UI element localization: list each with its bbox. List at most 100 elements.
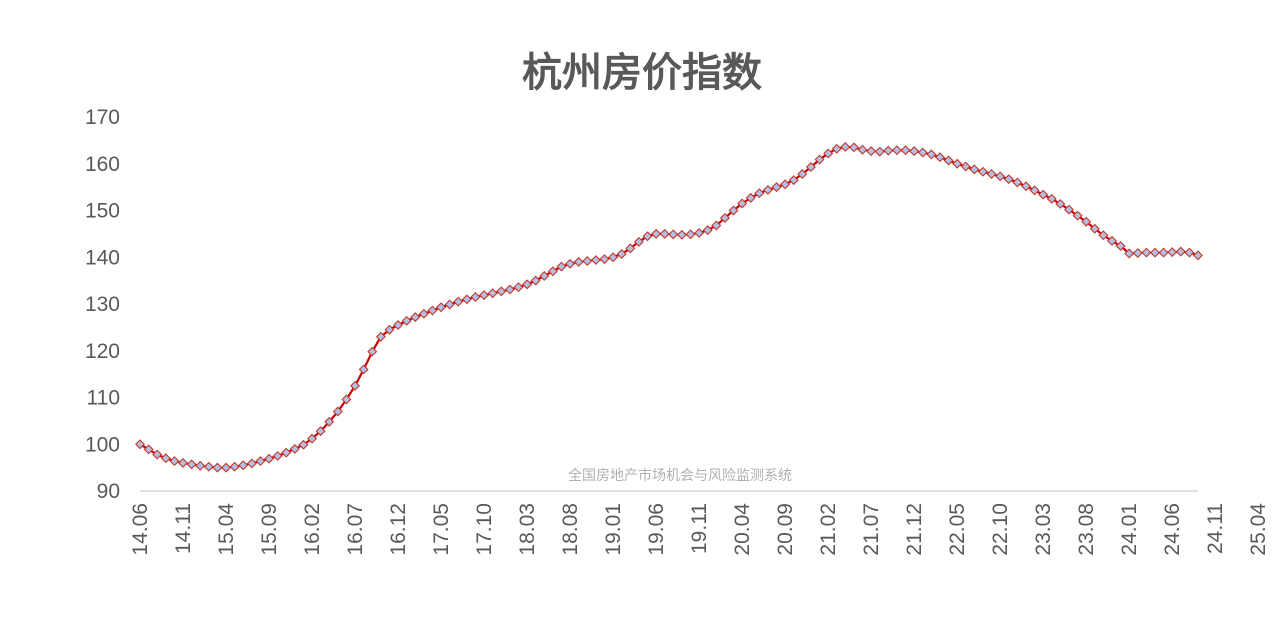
data-point (616, 248, 627, 259)
data-point (883, 145, 894, 156)
data-point (1167, 247, 1178, 258)
data-point (272, 450, 283, 461)
data-point (350, 380, 361, 391)
data-point (1020, 181, 1031, 192)
data-point (771, 182, 782, 193)
data-point (1055, 198, 1066, 209)
data-point (307, 433, 318, 444)
data-point (1193, 250, 1203, 261)
data-point (995, 171, 1006, 182)
data-point (788, 175, 799, 186)
data-point (960, 161, 971, 172)
data-point (212, 462, 223, 473)
data-point (754, 188, 765, 199)
data-point (203, 461, 214, 472)
data-point (719, 213, 730, 223)
data-point (461, 294, 472, 305)
x-tick-label: 19.11 (688, 503, 711, 554)
data-point (1115, 241, 1126, 252)
data-point (573, 256, 584, 267)
x-tick-label: 16.02 (301, 503, 324, 556)
data-point (1003, 174, 1014, 185)
data-point (246, 458, 257, 469)
x-tick-label: 24.11 (1204, 503, 1227, 554)
data-point (711, 220, 722, 231)
x-tick-label: 17.05 (430, 503, 453, 556)
data-point (977, 166, 988, 177)
y-tick-label: 100 (85, 433, 120, 456)
data-point (332, 406, 343, 417)
y-tick-label: 90 (97, 480, 120, 503)
data-point (1175, 246, 1186, 257)
data-point (522, 279, 533, 290)
data-point (255, 456, 266, 467)
data-point (453, 296, 464, 307)
y-tick-label: 120 (85, 340, 120, 363)
data-point (1063, 204, 1074, 215)
data-point (814, 154, 825, 165)
data-point (651, 228, 662, 239)
data-point (1132, 248, 1143, 259)
x-tick-label: 18.03 (516, 503, 539, 556)
x-tick-label: 23.08 (1075, 503, 1098, 556)
x-tick-label: 21.02 (817, 503, 840, 556)
x-tick-label: 16.07 (344, 503, 367, 556)
data-point (866, 146, 877, 157)
data-point (1141, 247, 1152, 258)
data-point (659, 228, 670, 239)
x-tick-label: 15.04 (215, 503, 238, 556)
data-point (608, 252, 619, 263)
data-point (1081, 216, 1092, 227)
data-point (582, 256, 593, 266)
data-point (943, 155, 954, 166)
data-point (436, 302, 447, 313)
data-point (513, 282, 524, 293)
data-point (487, 288, 498, 299)
data-point (384, 324, 395, 335)
data-point (341, 394, 352, 405)
data-point (565, 258, 576, 269)
x-tick-label: 19.06 (645, 503, 668, 556)
data-point (780, 179, 791, 190)
x-tick-label: 22.05 (946, 503, 969, 556)
data-point (1089, 223, 1100, 234)
x-tick-label: 17.10 (473, 503, 496, 556)
data-point (1150, 247, 1160, 258)
data-point (891, 145, 902, 156)
data-point (805, 162, 816, 173)
data-point (823, 148, 834, 159)
x-tick-label: 16.12 (387, 503, 410, 556)
data-point (444, 299, 455, 310)
data-point (590, 255, 601, 266)
data-point (186, 459, 197, 470)
data-point (952, 158, 963, 169)
data-point (264, 453, 275, 464)
data-point (909, 146, 920, 157)
data-point (504, 284, 515, 295)
x-tick-label: 25.04 (1247, 503, 1270, 556)
data-point (1107, 235, 1117, 246)
x-tick-label: 14.06 (129, 503, 152, 556)
data-point (745, 192, 756, 203)
x-tick-label: 24.06 (1161, 503, 1184, 556)
data-point (1158, 247, 1169, 258)
data-point (831, 143, 842, 154)
y-tick-label: 130 (85, 293, 120, 316)
y-tick-label: 170 (85, 106, 120, 129)
data-point (195, 460, 206, 471)
data-point (797, 169, 808, 180)
data-point (367, 346, 378, 357)
x-tick-label: 18.08 (559, 503, 582, 556)
data-point (401, 315, 412, 326)
x-tick-label: 22.10 (989, 503, 1012, 556)
data-point (1029, 185, 1040, 196)
data-point (917, 147, 928, 158)
data-point (229, 461, 240, 472)
data-point (1098, 230, 1109, 241)
data-point (315, 426, 326, 437)
data-point (900, 145, 911, 156)
data-point (160, 453, 171, 464)
x-tick-label: 19.01 (602, 503, 625, 556)
watermark-text: 全国房地产市场机会与风险监测系统 (568, 467, 792, 484)
data-point (676, 229, 687, 240)
